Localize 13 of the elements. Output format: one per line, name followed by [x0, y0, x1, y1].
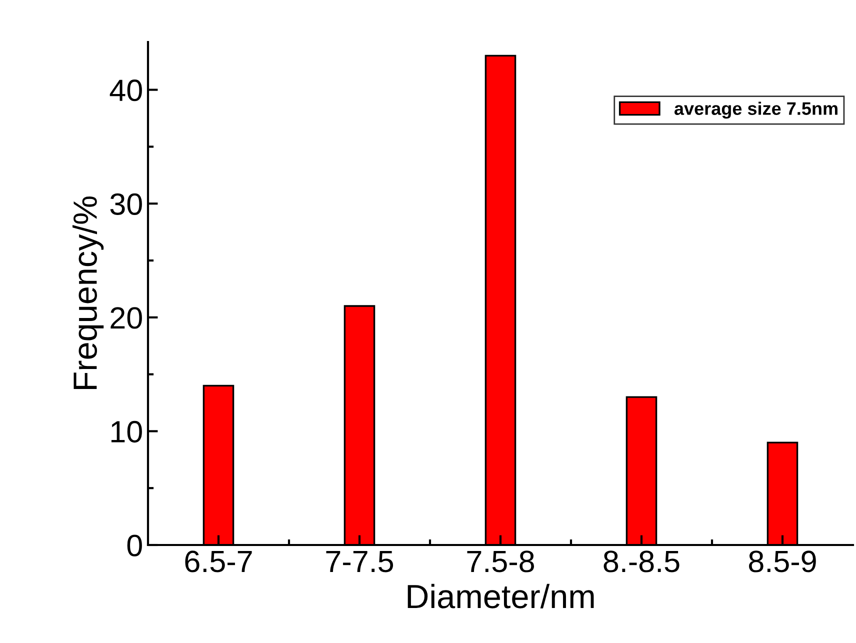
y-tick-label: 20 [110, 307, 142, 329]
x-tick-label: 7.5-8 [467, 550, 534, 572]
x-tick-label: 8.5-9 [749, 550, 816, 572]
x-tick-label: 7-7.5 [326, 550, 394, 572]
y-tick-label: 40 [110, 80, 142, 102]
y-axis-title: Frequency/% [72, 196, 104, 389]
y-tick-label: 30 [110, 193, 142, 215]
x-axis-title: Diameter/nm [408, 584, 594, 608]
x-tick-label: 6.5-7 [185, 550, 252, 572]
y-tick-label: 0 [127, 534, 142, 556]
legend-label: average size 7.5nm [674, 102, 838, 119]
y-tick-label: 10 [111, 420, 142, 443]
x-tick-label: 8.-8.5 [604, 550, 680, 572]
